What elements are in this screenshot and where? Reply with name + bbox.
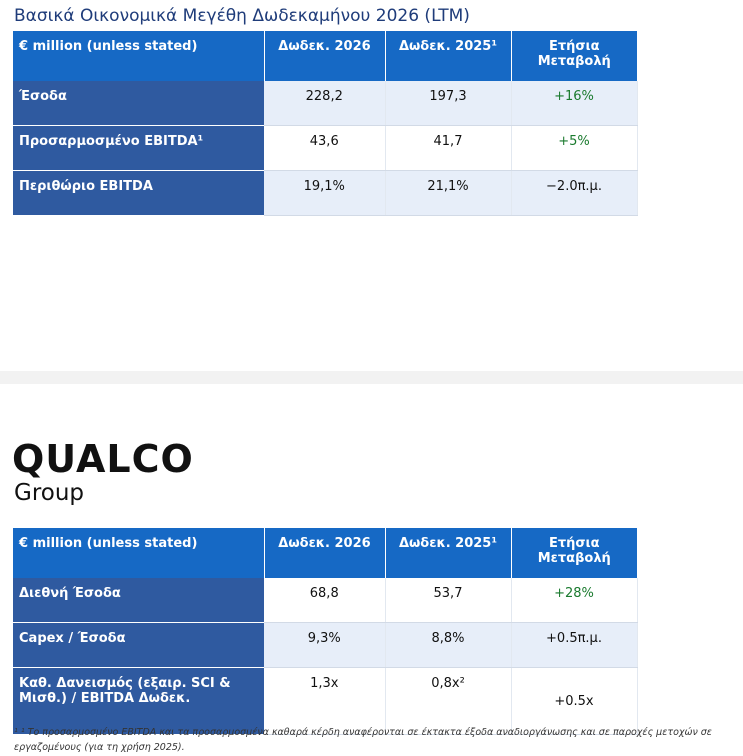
row-label: Περιθώριο EBITDA: [13, 170, 264, 216]
header-2025: Δωδεκ. 2025¹: [385, 528, 512, 578]
table-header-row: € million (unless stated) Δωδεκ. 2026 Δω…: [13, 528, 637, 578]
value-2025: 0,8x²: [385, 667, 512, 735]
row-label: Καθ. Δανεισμός (εξαιρ. SCI & Μισθ.) / EB…: [13, 667, 264, 735]
financials-table-2: € million (unless stated) Δωδεκ. 2026 Δω…: [13, 528, 638, 735]
value-change: +5%: [511, 125, 638, 171]
value-2026: 19,1%: [264, 170, 386, 216]
row-label: Διεθνή Έσοδα: [13, 578, 264, 623]
table-row: Περιθώριο EBITDA 19,1% 21,1% −2.0π.μ.: [13, 170, 638, 216]
value-2026: 228,2: [264, 81, 386, 126]
table-row: Καθ. Δανεισμός (εξαιρ. SCI & Μισθ.) / EB…: [13, 667, 638, 735]
value-2025: 197,3: [385, 81, 512, 126]
page-title: Βασικά Οικονομικά Μεγέθη Δωδεκαμήνου 202…: [14, 6, 470, 26]
header-units: € million (unless stated): [13, 31, 265, 81]
row-label: Προσαρμοσμένο EBITDA¹: [13, 125, 264, 171]
row-label: Έσοδα: [13, 81, 264, 126]
value-2026: 1,3x: [264, 667, 386, 735]
value-change: +16%: [511, 81, 638, 126]
financials-table-1: € million (unless stated) Δωδεκ. 2026 Δω…: [13, 31, 638, 216]
company-logo: QUALCO: [12, 437, 194, 481]
value-2026: 68,8: [264, 578, 386, 623]
table-row: Capex / Έσοδα 9,3% 8,8% +0.5π.μ.: [13, 622, 638, 668]
value-change: +28%: [511, 578, 638, 623]
value-2025: 41,7: [385, 125, 512, 171]
section-divider: [0, 371, 743, 384]
header-units: € million (unless stated): [13, 528, 265, 578]
table-row: Προσαρμοσμένο EBITDA¹ 43,6 41,7 +5%: [13, 125, 638, 171]
value-2025: 53,7: [385, 578, 512, 623]
company-logo-subtitle: Group: [14, 480, 85, 506]
value-change: +0.5x: [511, 667, 638, 735]
value-2026: 9,3%: [264, 622, 386, 668]
value-change: −2.0π.μ.: [511, 170, 638, 216]
value-change: +0.5π.μ.: [511, 622, 638, 668]
value-2025: 8,8%: [385, 622, 512, 668]
value-2025: 21,1%: [385, 170, 512, 216]
header-change: Ετήσια Μεταβολή: [511, 31, 637, 81]
header-change: Ετήσια Μεταβολή: [511, 528, 637, 578]
footnote: ¹ ¹ Το προσαρμοσμένο EBITDA και τα προσα…: [14, 727, 712, 753]
header-2026: Δωδεκ. 2026: [264, 528, 386, 578]
header-2026: Δωδεκ. 2026: [264, 31, 386, 81]
table-header-row: € million (unless stated) Δωδεκ. 2026 Δω…: [13, 31, 637, 81]
value-2026: 43,6: [264, 125, 386, 171]
header-2025: Δωδεκ. 2025¹: [385, 31, 512, 81]
table-row: Διεθνή Έσοδα 68,8 53,7 +28%: [13, 578, 638, 623]
row-label: Capex / Έσοδα: [13, 622, 264, 668]
table-row: Έσοδα 228,2 197,3 +16%: [13, 81, 638, 126]
